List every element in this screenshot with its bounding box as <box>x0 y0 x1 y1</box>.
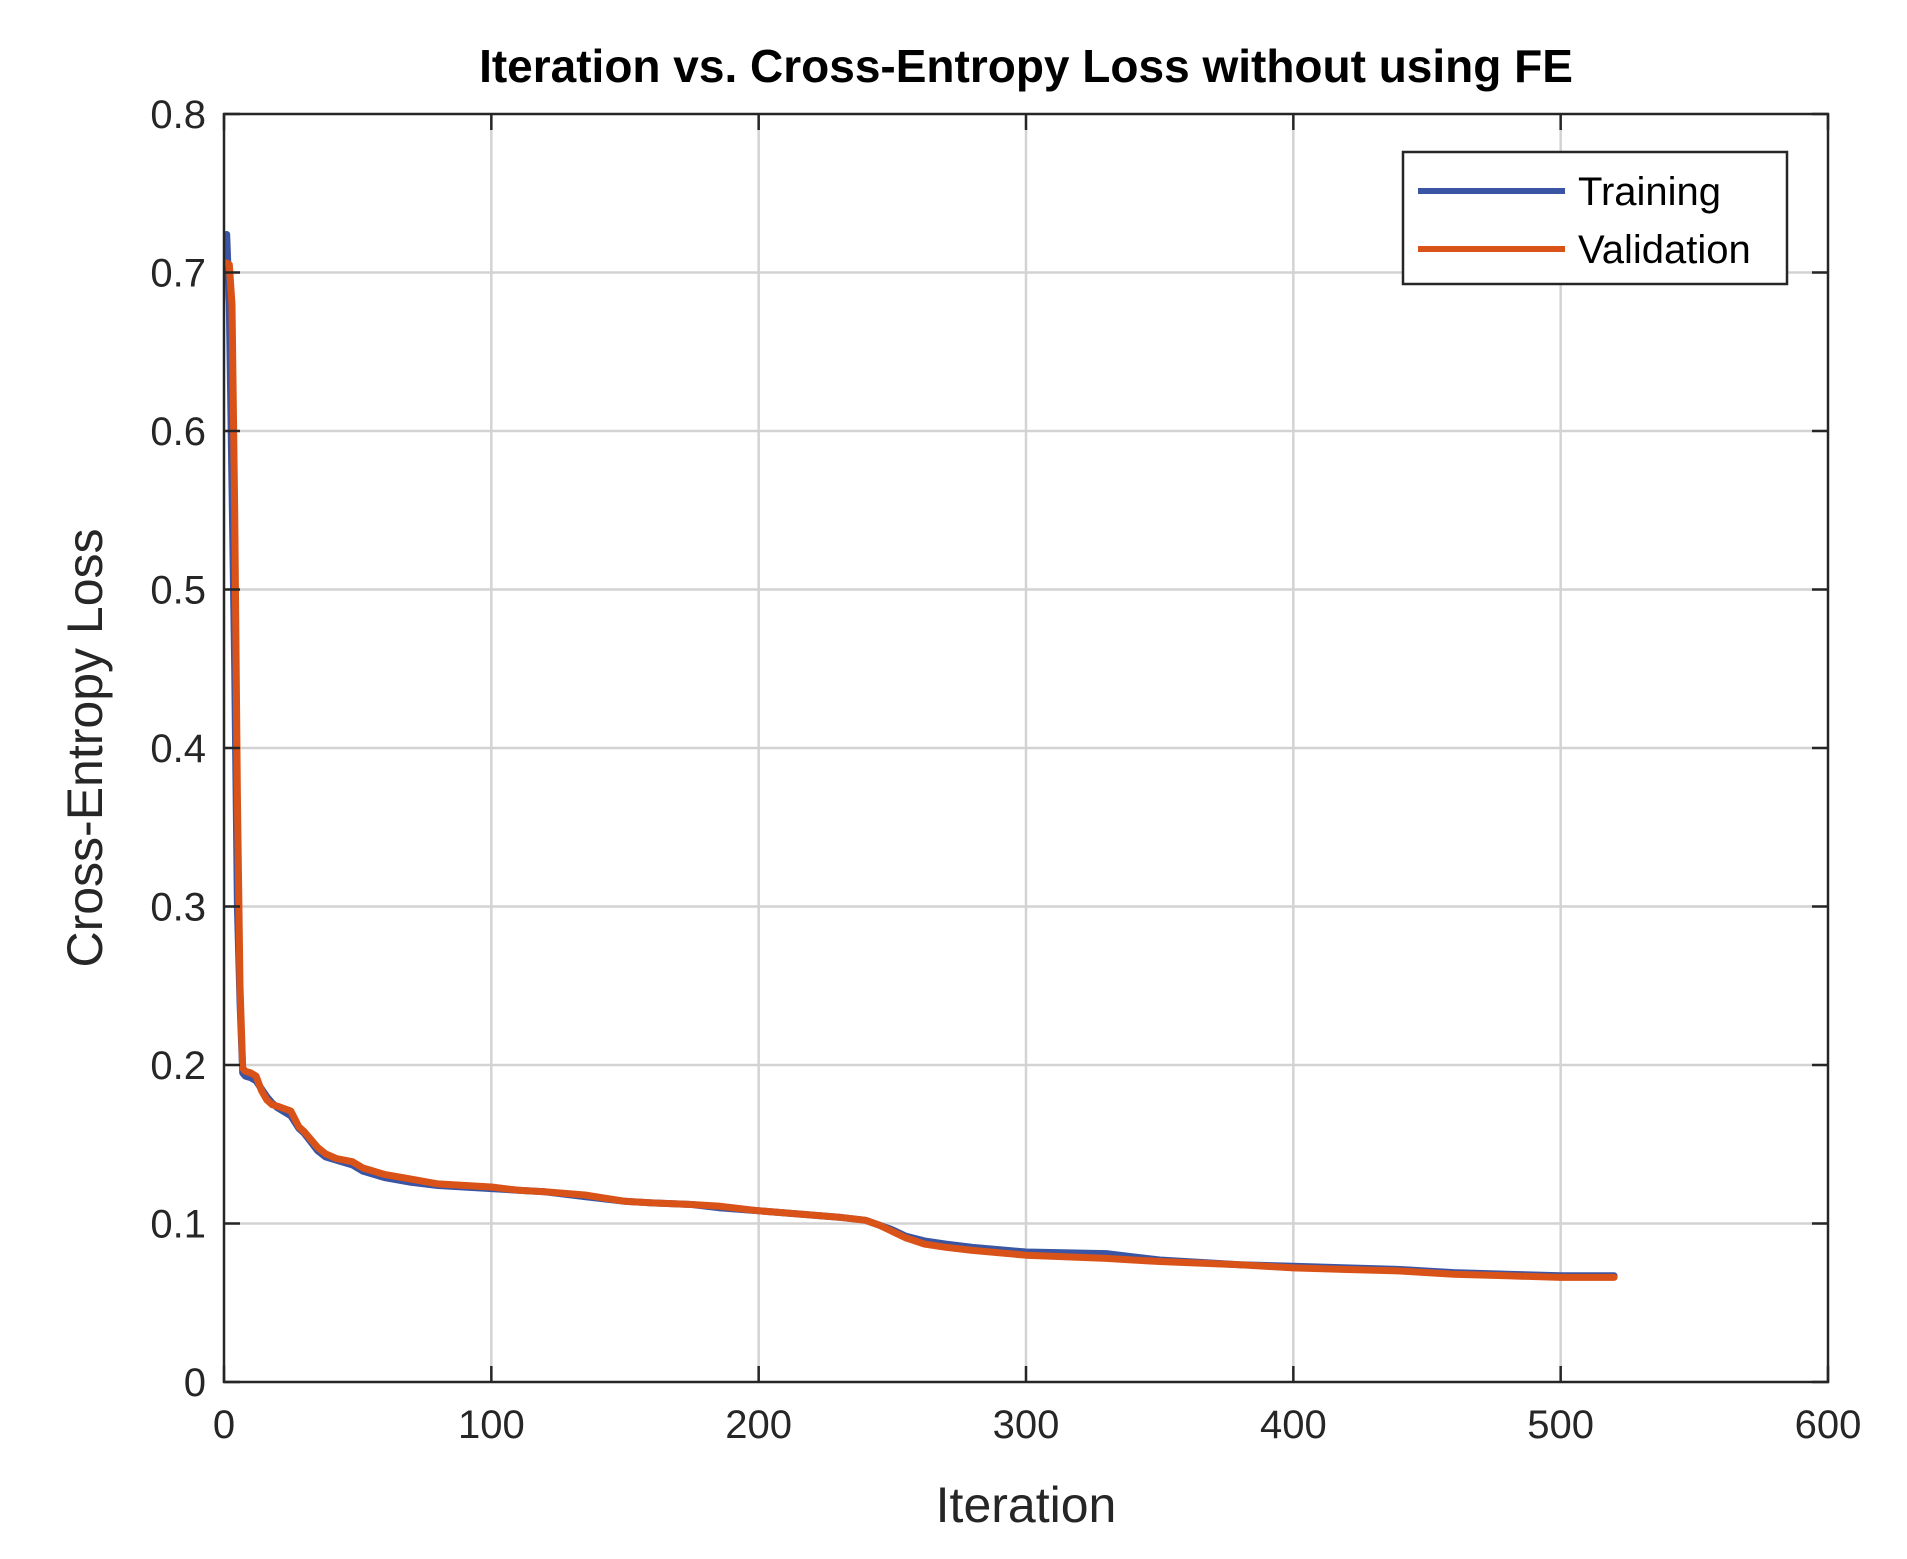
x-tick-label: 200 <box>725 1403 792 1447</box>
x-tick-label: 600 <box>1795 1403 1862 1447</box>
legend-label-training: Training <box>1578 170 1721 214</box>
y-tick-label: 0.5 <box>150 569 206 613</box>
series-line-validation <box>223 259 1618 1281</box>
x-tick-label: 500 <box>1527 1403 1594 1447</box>
x-ticks: 0 100 200 300 400 500 600 <box>213 114 1862 1447</box>
y-tick-label: 0.1 <box>150 1203 206 1247</box>
horizontal-gridlines <box>224 271 1828 1225</box>
chart-title: Iteration vs. Cross-Entropy Loss without… <box>479 40 1573 92</box>
y-tick-label: 0.7 <box>150 252 206 296</box>
y-tick-label: 0 <box>184 1361 206 1405</box>
series-layer <box>223 231 1618 1281</box>
x-tick-label: 300 <box>993 1403 1060 1447</box>
x-tick-label: 400 <box>1260 1403 1327 1447</box>
y-tick-label: 0.2 <box>150 1044 206 1088</box>
y-tick-label: 0.4 <box>150 727 206 771</box>
y-tick-label: 0.8 <box>150 93 206 137</box>
legend-box <box>1401 150 1789 286</box>
legend-label-validation: Validation <box>1578 228 1751 272</box>
y-axis-label: Cross-Entropy Loss <box>57 528 113 967</box>
x-axis-label: Iteration <box>936 1477 1117 1533</box>
y-ticks: 0 0.1 0.2 0.3 0.4 0.5 0.6 0.7 0.8 <box>150 93 1828 1405</box>
y-tick-label: 0.3 <box>150 886 206 930</box>
x-tick-label: 0 <box>213 1403 235 1447</box>
legend: Training Validation <box>1401 150 1789 286</box>
y-tick-label: 0.6 <box>150 410 206 454</box>
x-tick-label: 100 <box>458 1403 525 1447</box>
